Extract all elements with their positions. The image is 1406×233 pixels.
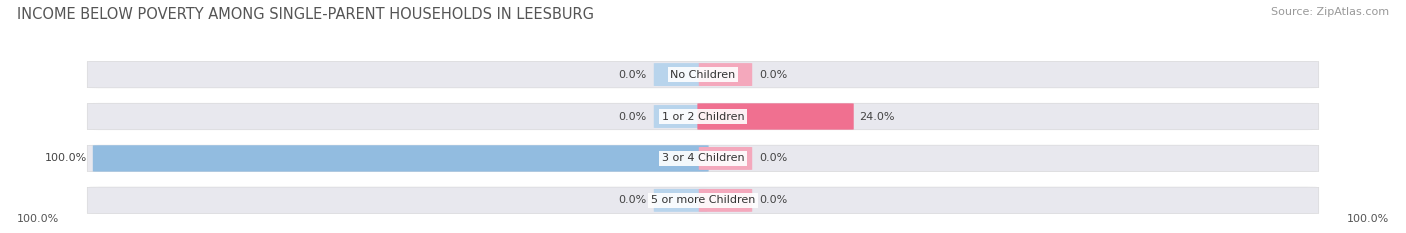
FancyBboxPatch shape — [699, 189, 752, 212]
FancyBboxPatch shape — [87, 187, 1319, 214]
Text: 5 or more Children: 5 or more Children — [651, 195, 755, 205]
Text: 0.0%: 0.0% — [759, 195, 787, 205]
Text: 3 or 4 Children: 3 or 4 Children — [662, 154, 744, 163]
Text: 100.0%: 100.0% — [17, 214, 59, 224]
FancyBboxPatch shape — [654, 189, 707, 212]
FancyBboxPatch shape — [699, 63, 752, 86]
Text: INCOME BELOW POVERTY AMONG SINGLE-PARENT HOUSEHOLDS IN LEESBURG: INCOME BELOW POVERTY AMONG SINGLE-PARENT… — [17, 7, 593, 22]
Text: 0.0%: 0.0% — [619, 70, 647, 79]
Text: 0.0%: 0.0% — [619, 112, 647, 121]
Text: 0.0%: 0.0% — [759, 154, 787, 163]
FancyBboxPatch shape — [93, 145, 709, 172]
FancyBboxPatch shape — [87, 61, 1319, 88]
Text: 1 or 2 Children: 1 or 2 Children — [662, 112, 744, 121]
Text: No Children: No Children — [671, 70, 735, 79]
FancyBboxPatch shape — [87, 103, 1319, 130]
FancyBboxPatch shape — [697, 103, 853, 130]
Text: 24.0%: 24.0% — [859, 112, 894, 121]
Text: Source: ZipAtlas.com: Source: ZipAtlas.com — [1271, 7, 1389, 17]
Text: 0.0%: 0.0% — [619, 195, 647, 205]
Text: 100.0%: 100.0% — [45, 154, 87, 163]
Text: 0.0%: 0.0% — [759, 70, 787, 79]
FancyBboxPatch shape — [699, 147, 752, 170]
FancyBboxPatch shape — [87, 145, 1319, 172]
FancyBboxPatch shape — [654, 63, 707, 86]
FancyBboxPatch shape — [654, 105, 707, 128]
Text: 100.0%: 100.0% — [1347, 214, 1389, 224]
